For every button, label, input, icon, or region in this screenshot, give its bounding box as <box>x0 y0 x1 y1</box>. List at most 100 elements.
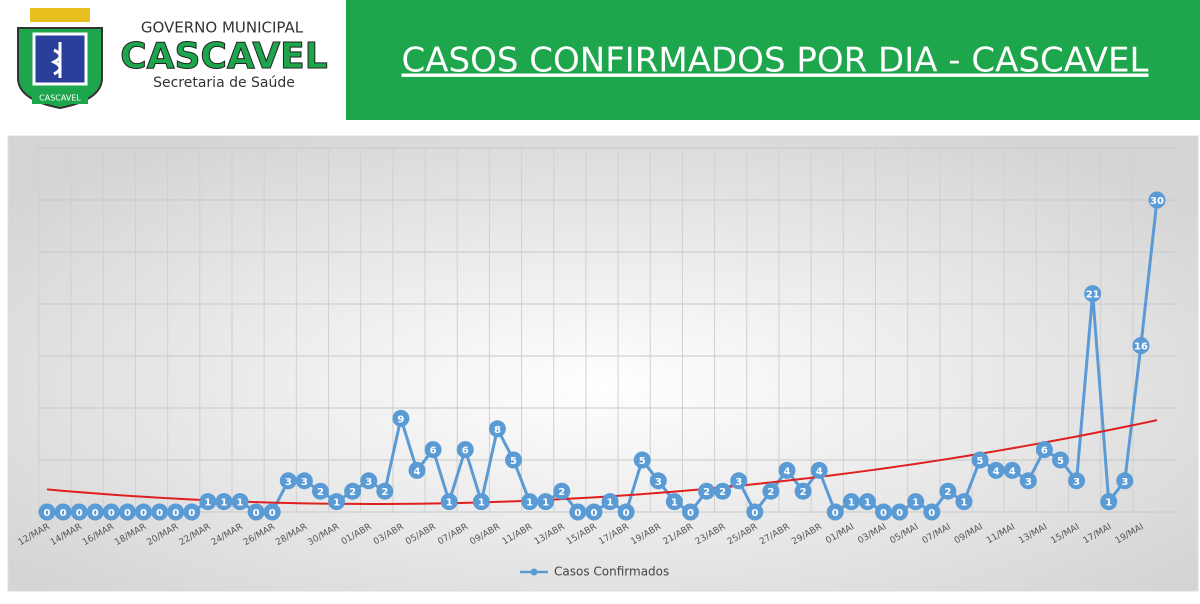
legend-label: Casos Confirmados <box>554 565 669 579</box>
org-name: CASCAVEL <box>120 36 327 77</box>
org-line: GOVERNO MUNICIPAL <box>141 19 304 37</box>
data-point: 4 <box>1003 461 1021 479</box>
marker <box>505 451 523 469</box>
data-label: 2 <box>558 487 565 498</box>
data-label: 3 <box>1121 477 1128 488</box>
marker <box>183 503 201 521</box>
logo: CASCAVEL <box>17 8 103 110</box>
marker <box>167 503 185 521</box>
data-point: 0 <box>135 503 153 521</box>
data-label: 1 <box>220 498 227 509</box>
data-label: 0 <box>751 508 758 519</box>
data-point: 0 <box>891 503 909 521</box>
data-point: 6 <box>456 441 474 459</box>
data-point: 3 <box>1116 472 1134 490</box>
marker <box>633 451 651 469</box>
title-banner <box>346 0 1200 120</box>
data-point: 0 <box>86 503 104 521</box>
marker <box>891 503 909 521</box>
marker <box>424 441 442 459</box>
data-point: 0 <box>875 503 893 521</box>
chart-title: CASOS CONFIRMADOS POR DIA - CASCAVEL <box>402 41 1149 81</box>
data-point: 5 <box>505 451 523 469</box>
data-label: 0 <box>124 508 131 519</box>
data-label: 4 <box>1009 466 1016 477</box>
data-point: 5 <box>971 451 989 469</box>
data-label: 2 <box>719 487 726 498</box>
data-label: 1 <box>446 498 453 509</box>
marker <box>714 482 732 500</box>
data-point: 3 <box>649 472 667 490</box>
marker <box>617 503 635 521</box>
data-point: 1 <box>665 493 683 511</box>
marker <box>247 503 265 521</box>
data-label: 2 <box>944 487 951 498</box>
data-point: 1 <box>842 493 860 511</box>
data-label: 6 <box>462 446 469 457</box>
plot-area <box>7 135 1199 592</box>
data-label: 1 <box>204 498 211 509</box>
marker <box>987 461 1005 479</box>
marker <box>135 503 153 521</box>
data-label: 0 <box>172 508 179 519</box>
data-label: 8 <box>494 425 501 436</box>
data-point: 1 <box>1100 493 1118 511</box>
data-label: 4 <box>784 466 791 477</box>
data-label: 2 <box>381 487 388 498</box>
marker <box>1100 493 1118 511</box>
data-point: 3 <box>1019 472 1037 490</box>
data-label: 0 <box>44 508 51 519</box>
data-point: 2 <box>376 482 394 500</box>
data-point: 4 <box>778 461 796 479</box>
data-point: 2 <box>714 482 732 500</box>
data-label: 0 <box>880 508 887 519</box>
data-point: 2 <box>762 482 780 500</box>
data-point: 0 <box>167 503 185 521</box>
marker <box>456 441 474 459</box>
data-label: 2 <box>317 487 324 498</box>
data-point: 1 <box>955 493 973 511</box>
marker <box>1084 285 1102 303</box>
marker <box>151 503 169 521</box>
marker <box>601 493 619 511</box>
data-label: 6 <box>1041 446 1048 457</box>
data-label: 0 <box>253 508 260 519</box>
emblem <box>50 42 62 78</box>
marker <box>295 472 313 490</box>
data-label: 3 <box>735 477 742 488</box>
data-point: 1 <box>215 493 233 511</box>
data-label: 2 <box>767 487 774 498</box>
marker <box>263 503 281 521</box>
data-label: 3 <box>655 477 662 488</box>
marker <box>1132 337 1150 355</box>
marker <box>70 503 88 521</box>
data-label: 0 <box>687 508 694 519</box>
data-point: 4 <box>987 461 1005 479</box>
ribbon <box>32 92 88 104</box>
data-label: 3 <box>1073 477 1080 488</box>
data-point: 6 <box>424 441 442 459</box>
data-label: 3 <box>1025 477 1032 488</box>
data-point: 2 <box>553 482 571 500</box>
marker <box>102 503 120 521</box>
data-point: 6 <box>1035 441 1053 459</box>
data-point: 9 <box>392 409 410 427</box>
data-label: 1 <box>237 498 244 509</box>
data-point: 0 <box>617 503 635 521</box>
marker <box>1148 191 1166 209</box>
data-point: 1 <box>440 493 458 511</box>
marker <box>1003 461 1021 479</box>
data-point: 1 <box>601 493 619 511</box>
data-label: 1 <box>912 498 919 509</box>
data-label: 0 <box>590 508 597 519</box>
data-label: 0 <box>896 508 903 519</box>
data-point: 0 <box>102 503 120 521</box>
data-label: 1 <box>1105 498 1112 509</box>
data-label: 21 <box>1086 290 1100 301</box>
data-point: 2 <box>311 482 329 500</box>
data-label: 0 <box>108 508 115 519</box>
data-point: 0 <box>70 503 88 521</box>
data-point: 2 <box>794 482 812 500</box>
marker <box>440 493 458 511</box>
